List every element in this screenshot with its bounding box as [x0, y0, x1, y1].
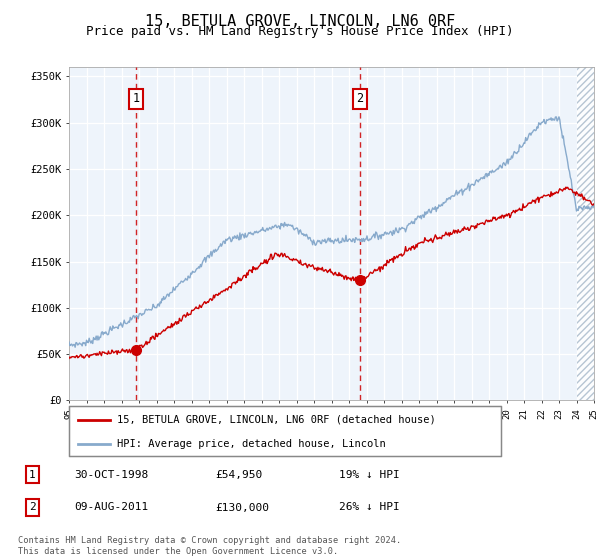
Text: Price paid vs. HM Land Registry's House Price Index (HPI): Price paid vs. HM Land Registry's House …: [86, 25, 514, 38]
Text: 2: 2: [29, 502, 35, 512]
Text: 15, BETULA GROVE, LINCOLN, LN6 0RF (detached house): 15, BETULA GROVE, LINCOLN, LN6 0RF (deta…: [116, 414, 435, 424]
Text: 2: 2: [356, 92, 363, 105]
Text: 30-OCT-1998: 30-OCT-1998: [74, 470, 149, 479]
Text: 26% ↓ HPI: 26% ↓ HPI: [340, 502, 400, 512]
Text: 15, BETULA GROVE, LINCOLN, LN6 0RF: 15, BETULA GROVE, LINCOLN, LN6 0RF: [145, 14, 455, 29]
Text: Contains HM Land Registry data © Crown copyright and database right 2024.
This d: Contains HM Land Registry data © Crown c…: [18, 536, 401, 556]
Text: 1: 1: [133, 92, 140, 105]
Text: £54,950: £54,950: [215, 470, 263, 479]
Text: 09-AUG-2011: 09-AUG-2011: [74, 502, 149, 512]
Text: £130,000: £130,000: [215, 502, 269, 512]
Text: 19% ↓ HPI: 19% ↓ HPI: [340, 470, 400, 479]
Text: 1: 1: [29, 470, 35, 479]
Text: HPI: Average price, detached house, Lincoln: HPI: Average price, detached house, Linc…: [116, 439, 385, 449]
Bar: [577, 67, 600, 400]
